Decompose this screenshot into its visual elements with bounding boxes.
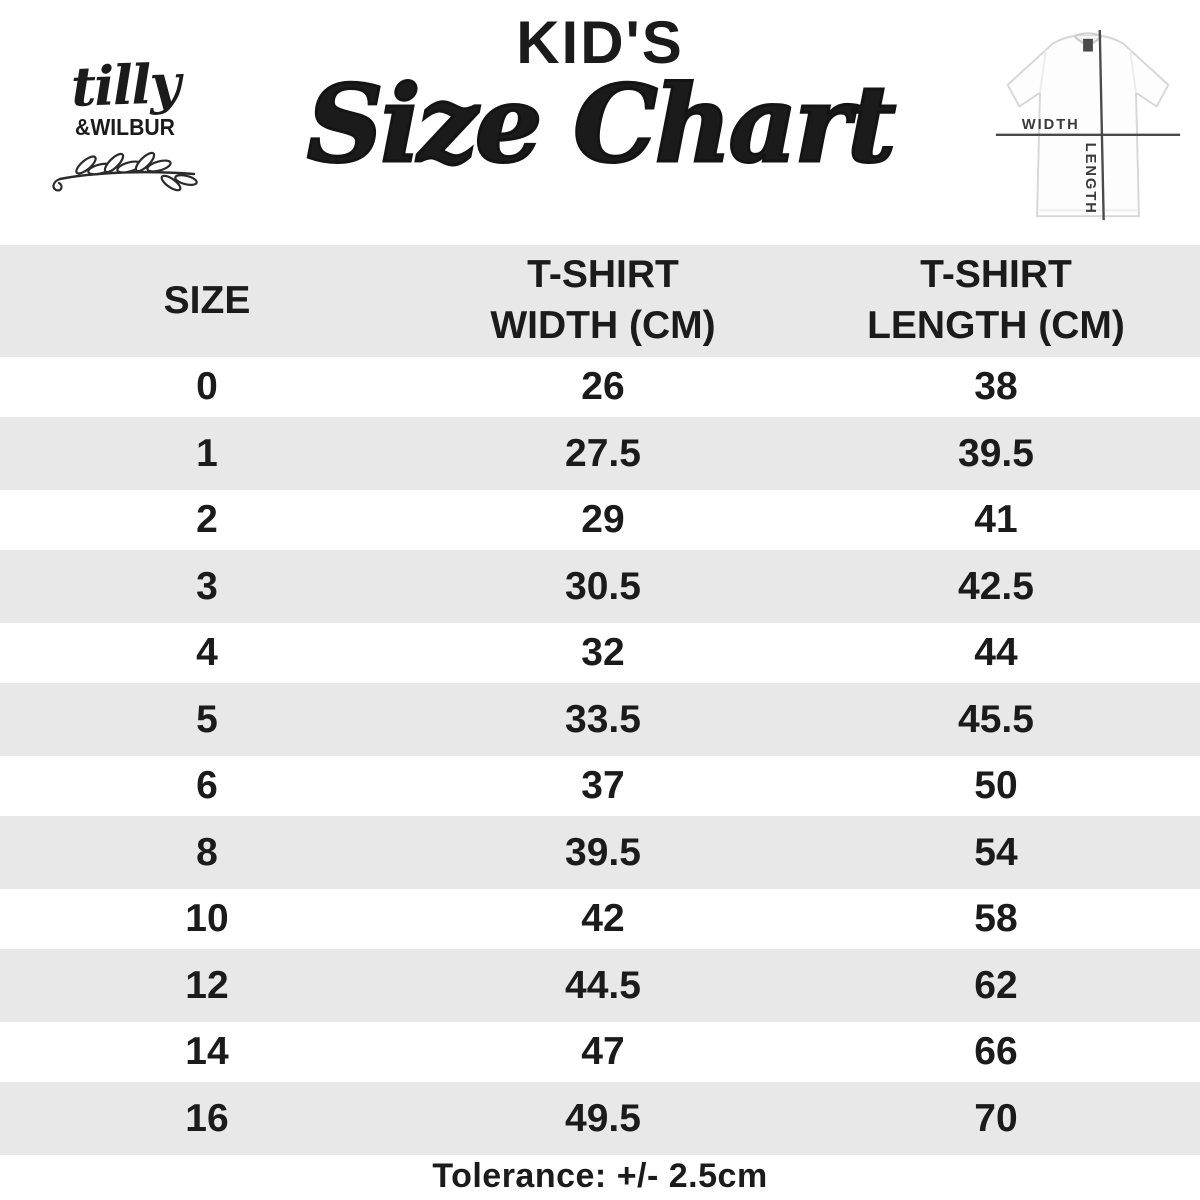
column-header-size: SIZE — [0, 245, 414, 357]
size-cell: 16 — [185, 1096, 229, 1140]
width-cell: 49.5 — [565, 1096, 641, 1140]
table-row: 14 47 66 — [0, 1022, 1200, 1082]
width-cell: 33.5 — [565, 697, 641, 741]
table-row: 2 29 41 — [0, 490, 1200, 550]
size-cell: 6 — [196, 764, 218, 807]
length-cell: 42.5 — [958, 564, 1034, 608]
size-cell: 5 — [196, 697, 218, 741]
tolerance-note: Tolerance: +/- 2.5cm — [432, 1157, 768, 1195]
column-header-line: LENGTH (CM) — [867, 304, 1125, 347]
table-row: 6 37 50 — [0, 756, 1200, 816]
size-cell: 1 — [196, 431, 218, 475]
length-cell: 62 — [974, 963, 1018, 1007]
header-row: SIZE T-SHIRT WIDTH (CM) T-SHIRT LENGTH (… — [0, 245, 1200, 357]
column-header-line: SIZE — [163, 278, 251, 322]
column-header-line: T-SHIRT — [527, 253, 679, 297]
table-row: 10 42 58 — [0, 889, 1200, 949]
size-table-header: SIZE T-SHIRT WIDTH (CM) T-SHIRT LENGTH (… — [0, 245, 1200, 357]
width-cell: 37 — [581, 764, 625, 807]
size-cell: 10 — [185, 897, 229, 940]
table-row: 5 33.5 45.5 — [0, 683, 1200, 756]
column-header-line: WIDTH (CM) — [490, 304, 716, 347]
width-cell: 39.5 — [565, 830, 641, 874]
tshirt-silhouette — [1006, 34, 1170, 218]
size-table-body: 0 26 38 1 27.5 39.5 2 29 41 3 30.5 42.5 4 32 44 5 33.5 45… — [0, 357, 1200, 1155]
laurel-sprig-icon — [52, 151, 198, 192]
size-table: SIZE T-SHIRT WIDTH (CM) T-SHIRT LENGTH (… — [0, 245, 1200, 1155]
size-cell: 0 — [196, 365, 218, 408]
width-cell: 47 — [581, 1030, 625, 1073]
table-row: 0 26 38 — [0, 357, 1200, 417]
width-cell: 30.5 — [565, 564, 641, 608]
banner: tilly &WILBUR KID'S Size Chart — [0, 0, 1200, 245]
title-kicker: KID'S — [516, 9, 684, 76]
tshirt-measurement-diagram: WIDTH LENGTH — [995, 29, 1181, 221]
length-cell: 54 — [974, 830, 1018, 874]
table-row: 1 27.5 39.5 — [0, 417, 1200, 490]
size-cell: 14 — [185, 1030, 229, 1073]
width-label: WIDTH — [1022, 117, 1080, 133]
width-cell: 44.5 — [565, 963, 641, 1007]
size-cell: 8 — [196, 830, 218, 874]
length-cell: 70 — [974, 1096, 1018, 1140]
length-cell: 38 — [974, 365, 1018, 408]
width-cell: 32 — [581, 631, 625, 674]
length-cell: 44 — [974, 631, 1018, 674]
table-row: 4 32 44 — [0, 623, 1200, 683]
size-cell: 3 — [196, 564, 218, 608]
width-cell: 26 — [581, 365, 625, 408]
neck-tag — [1083, 38, 1093, 52]
column-header-length: T-SHIRT LENGTH (CM) — [792, 245, 1200, 357]
length-line — [1098, 29, 1105, 221]
width-cell: 29 — [581, 498, 625, 541]
length-cell: 39.5 — [958, 431, 1034, 475]
size-cell: 2 — [196, 498, 218, 541]
size-cell: 4 — [196, 631, 218, 674]
width-cell: 27.5 — [565, 431, 641, 475]
length-cell: 41 — [974, 498, 1018, 541]
brand-logo: tilly &WILBUR — [50, 51, 200, 193]
length-cell: 45.5 — [958, 697, 1034, 741]
page-title: Size Chart — [305, 60, 897, 188]
width-cell: 42 — [581, 897, 625, 940]
length-cell: 66 — [974, 1030, 1018, 1073]
table-row: 12 44.5 62 — [0, 949, 1200, 1022]
length-cell: 50 — [974, 764, 1018, 807]
size-cell: 12 — [185, 963, 229, 1007]
column-header-line: T-SHIRT — [920, 253, 1072, 297]
table-row: 3 30.5 42.5 — [0, 550, 1200, 623]
length-label: LENGTH — [1082, 143, 1098, 215]
column-header-width: T-SHIRT WIDTH (CM) — [414, 245, 792, 357]
table-row: 8 39.5 54 — [0, 816, 1200, 889]
brand-name-caps: &WILBUR — [75, 114, 175, 140]
length-cell: 58 — [974, 897, 1018, 940]
table-row: 16 49.5 70 — [0, 1082, 1200, 1155]
